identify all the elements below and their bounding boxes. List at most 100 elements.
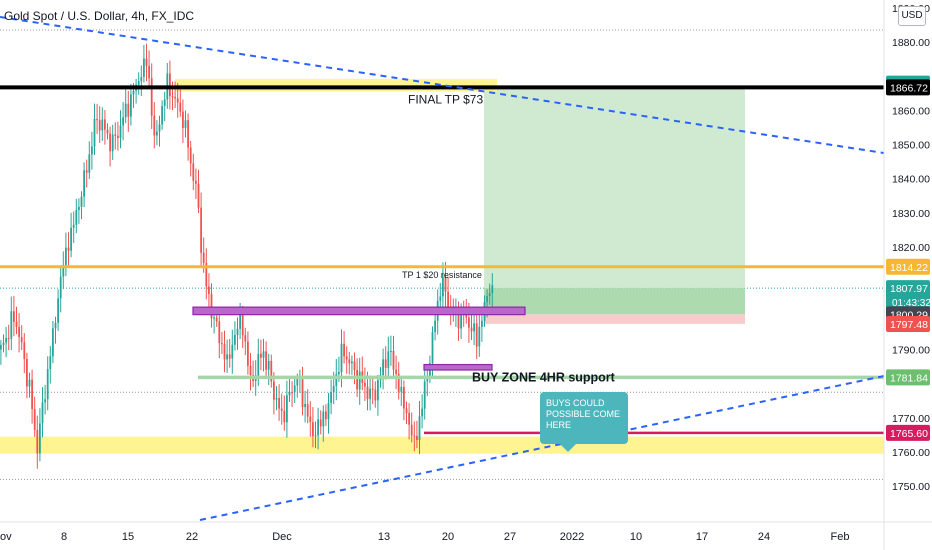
candle-body: [470, 327, 473, 332]
candle-body: [400, 386, 403, 392]
candle-body: [353, 361, 356, 370]
candle-body: [88, 154, 91, 173]
candle-body: [387, 351, 390, 368]
candle-body: [57, 298, 59, 323]
candle-body: [488, 293, 491, 296]
price-tag-label: 1781.84: [890, 372, 928, 384]
candle-body: [309, 416, 312, 423]
price-tick-label: 1880.00: [892, 37, 930, 49]
currency-button[interactable]: USD: [898, 6, 926, 26]
buy-zone-label: BUY ZONE 4HR support: [472, 370, 616, 384]
candle-body: [338, 371, 340, 375]
candle-body: [148, 65, 150, 79]
candle-body: [163, 99, 166, 106]
candle-body: [478, 326, 481, 347]
candle-body: [392, 350, 395, 370]
candle-body: [283, 410, 286, 423]
candle-body: [106, 129, 109, 134]
candle-body: [280, 408, 283, 411]
candle-body: [447, 291, 449, 309]
candle-body: [439, 296, 442, 301]
candle-body: [15, 321, 18, 327]
buy-zone-box: [423, 363, 493, 371]
candle-body: [62, 265, 65, 277]
candle-body: [13, 311, 15, 322]
time-tick-label: 17: [696, 531, 708, 543]
candle-body: [249, 365, 252, 376]
candle-body: [213, 317, 215, 319]
chart-title: Gold Spot / U.S. Dollar, 4h, FX_IDC: [4, 9, 195, 23]
candle-body: [200, 207, 202, 253]
time-tick-label: 22: [186, 531, 198, 543]
candle-body: [312, 422, 314, 437]
candle-body: [59, 276, 62, 299]
candle-body: [317, 419, 319, 436]
candle-body: [75, 209, 78, 225]
candle-body: [158, 124, 161, 132]
candle-body: [278, 398, 280, 409]
candle-body: [127, 103, 130, 117]
time-tick-label: 13: [378, 531, 390, 543]
price-tick-label: 1820.00: [892, 242, 930, 254]
candle-body: [423, 381, 426, 409]
candle-body: [405, 408, 408, 413]
candle-body: [314, 435, 317, 437]
final-tp-label: FINAL TP $73: [408, 92, 483, 106]
candle-body: [377, 380, 379, 401]
price-tick-label: 1860.00: [892, 105, 930, 117]
candle-body: [31, 379, 33, 410]
candle-body: [54, 322, 57, 329]
candle-body: [340, 343, 343, 372]
candle-body: [189, 147, 192, 164]
candle-body: [434, 320, 436, 333]
candle-body: [33, 409, 36, 430]
candle-body: [384, 359, 387, 368]
buys-callout[interactable]: BUYS COULD POSSIBLE COME HERE: [540, 392, 628, 444]
candle-body: [169, 73, 171, 97]
candle-body: [442, 277, 444, 297]
candle-body: [176, 98, 179, 103]
candle-body: [291, 392, 293, 394]
candle-body: [236, 328, 239, 335]
candle-body: [397, 373, 400, 392]
candle-body: [343, 343, 345, 357]
time-tick-label: 24: [758, 531, 770, 543]
candle-body: [306, 404, 309, 417]
price-tag: [886, 369, 930, 386]
candle-body: [218, 321, 221, 344]
time-tick-label: 10: [630, 531, 642, 543]
candle-body: [382, 359, 384, 376]
candle-body: [457, 307, 460, 329]
price-tag-label: 1797.48: [890, 319, 928, 331]
candle-body: [468, 317, 470, 328]
candle-body: [205, 262, 208, 287]
overlay-layer: FINAL TP $73 TP 1 $20 resistance BUY ZONE …: [0, 16, 885, 521]
time-tick-label: 20: [442, 531, 454, 543]
candle-body: [184, 120, 187, 128]
candle-body: [319, 419, 322, 427]
candle-body: [187, 120, 189, 148]
candle-body: [275, 398, 278, 400]
candle-body: [418, 416, 421, 441]
stop-zone: [484, 314, 745, 324]
price-tag-label: 1866.72: [890, 82, 928, 94]
candle-body: [23, 342, 26, 360]
candle-body: [304, 404, 306, 408]
candle-body: [10, 311, 13, 339]
candle-body: [2, 342, 5, 345]
candle-body: [18, 326, 20, 337]
candle-body: [174, 96, 176, 99]
candle-body: [114, 134, 117, 136]
time-tick-label: Dec: [272, 531, 292, 543]
candle-body: [239, 311, 241, 329]
candle-body: [286, 395, 288, 423]
candle-body: [364, 382, 366, 387]
candle-body: [421, 408, 423, 417]
candle-body: [293, 385, 296, 393]
time-tick-label: 27: [504, 531, 516, 543]
candle-body: [202, 252, 205, 263]
tp1-label: TP 1 $20 resistance: [402, 270, 482, 280]
candle-body: [192, 163, 195, 181]
candle-body: [145, 58, 148, 66]
